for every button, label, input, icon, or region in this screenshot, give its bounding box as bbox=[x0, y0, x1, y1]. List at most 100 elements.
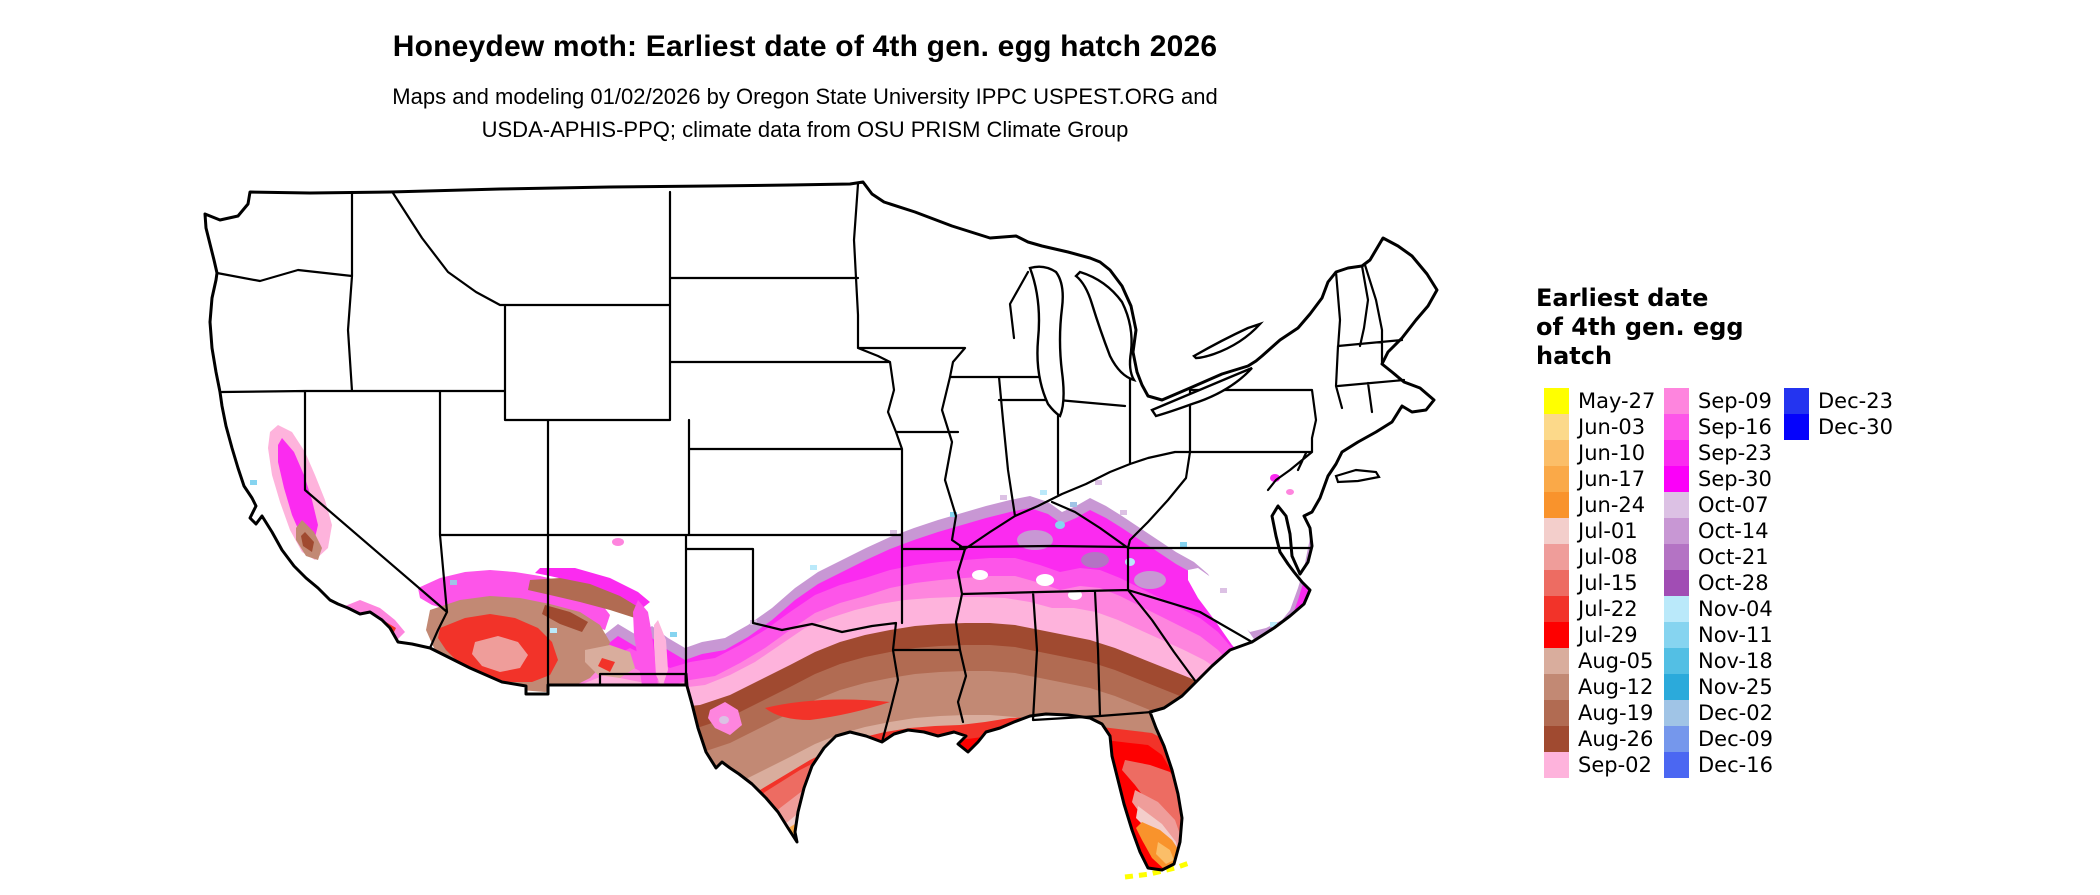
legend-label: Jul-15 bbox=[1578, 571, 1638, 595]
legend-swatch bbox=[1664, 752, 1689, 778]
legend-swatch bbox=[1664, 440, 1689, 466]
legend-label: Sep-23 bbox=[1698, 441, 1772, 465]
region-Sep-16 bbox=[633, 600, 658, 695]
lake-erie bbox=[1150, 366, 1253, 418]
legend-column: May-27 Jun-03 Jun-10 Jun-17 Jun-24 Jul-01 Jul-… bbox=[1544, 388, 1655, 778]
speckle-Oct-07 bbox=[1095, 480, 1102, 485]
legend-swatch bbox=[1664, 674, 1689, 700]
legend-item-Oct-28: Oct-28 bbox=[1664, 570, 1773, 596]
legend-swatch bbox=[1664, 518, 1689, 544]
legend-label: Oct-28 bbox=[1698, 571, 1769, 595]
subtitle-line-1: Maps and modeling 01/02/2026 by Oregon S… bbox=[392, 84, 1218, 109]
legend-title-line: hatch bbox=[1536, 342, 1613, 370]
us-map-svg bbox=[203, 180, 1439, 880]
legend-item-Aug-12: Aug-12 bbox=[1544, 674, 1655, 700]
legend-item-Aug-26: Aug-26 bbox=[1544, 726, 1655, 752]
legend-label: Dec-30 bbox=[1818, 415, 1893, 439]
speckle-Oct-07 bbox=[890, 530, 897, 535]
speckle-Nov-04 bbox=[1270, 622, 1277, 627]
legend-label: Aug-12 bbox=[1578, 675, 1654, 699]
legend-item-Dec-23: Dec-23 bbox=[1784, 388, 1893, 414]
legend-item-Sep-30: Sep-30 bbox=[1664, 466, 1773, 492]
legend-swatch bbox=[1664, 648, 1689, 674]
legend-item-Sep-09: Sep-09 bbox=[1664, 388, 1773, 414]
legend-swatch bbox=[1544, 440, 1569, 466]
legend-label: May-27 bbox=[1578, 389, 1656, 413]
legend-item-Jul-29: Jul-29 bbox=[1544, 622, 1655, 648]
legend-item-Nov-25: Nov-25 bbox=[1664, 674, 1773, 700]
region-Sep-09 bbox=[612, 538, 624, 546]
legend-item-Aug-19: Aug-19 bbox=[1544, 700, 1655, 726]
legend-swatch bbox=[1664, 622, 1689, 648]
legend-item-Dec-16: Dec-16 bbox=[1664, 752, 1773, 778]
legend-item-Jul-22: Jul-22 bbox=[1544, 596, 1655, 622]
legend-swatch bbox=[1664, 466, 1689, 492]
legend-item-May-27: May-27 bbox=[1544, 388, 1655, 414]
legend-swatch bbox=[1544, 492, 1569, 518]
region-Aug-26 bbox=[445, 672, 470, 688]
region-Oct-14 bbox=[1134, 571, 1166, 589]
legend-item-Sep-16: Sep-16 bbox=[1664, 414, 1773, 440]
legend-swatch bbox=[1784, 414, 1809, 440]
legend-swatch bbox=[1664, 414, 1689, 440]
legend-title-line: Earliest date bbox=[1536, 284, 1709, 312]
region-Aug-26 bbox=[542, 605, 588, 632]
legend-swatch bbox=[1544, 622, 1569, 648]
legend-swatch bbox=[1544, 414, 1569, 440]
speckle-Dec-02 bbox=[450, 580, 457, 585]
us-choropleth-map bbox=[190, 180, 1535, 890]
legend-item-Jul-15: Jul-15 bbox=[1544, 570, 1655, 596]
legend-label: Oct-21 bbox=[1698, 545, 1769, 569]
legend-swatch bbox=[1544, 570, 1569, 596]
legend-swatch bbox=[1544, 466, 1569, 492]
legend-label: Oct-14 bbox=[1698, 519, 1769, 543]
legend-item-Dec-09: Dec-09 bbox=[1664, 726, 1773, 752]
legend-swatch bbox=[1664, 570, 1689, 596]
lake-ontario bbox=[1192, 321, 1264, 360]
region-Aug-19 bbox=[362, 616, 376, 630]
great-lakes bbox=[1028, 265, 1264, 418]
legend-swatch bbox=[1664, 726, 1689, 752]
legend-swatch bbox=[1544, 700, 1569, 726]
speckle-Nov-04 bbox=[550, 628, 557, 633]
region-Oct-07 bbox=[719, 716, 729, 724]
legend-item-Oct-07: Oct-07 bbox=[1664, 492, 1773, 518]
long-island bbox=[1334, 468, 1381, 484]
legend-swatch bbox=[1664, 544, 1689, 570]
region-Sep-23 bbox=[278, 438, 318, 542]
legend-item-Oct-14: Oct-14 bbox=[1664, 518, 1773, 544]
legend-item-Sep-23: Sep-23 bbox=[1664, 440, 1773, 466]
legend-label: Nov-25 bbox=[1698, 675, 1773, 699]
legend-label: Dec-16 bbox=[1698, 753, 1773, 777]
legend-label: Nov-11 bbox=[1698, 623, 1773, 647]
legend-label: Jul-08 bbox=[1578, 545, 1638, 569]
legend-swatch bbox=[1664, 700, 1689, 726]
legend-label: Jul-29 bbox=[1578, 623, 1638, 647]
page-title: Honeydew moth: Earliest date of 4th gen.… bbox=[392, 30, 1218, 63]
region-Jun-10 bbox=[1156, 842, 1174, 864]
legend-column: Dec-23 Dec-30 bbox=[1784, 388, 1893, 440]
legend-label: Jun-03 bbox=[1578, 415, 1646, 439]
legend-swatch bbox=[1784, 388, 1809, 414]
speckle-Nov-04 bbox=[810, 565, 817, 570]
subtitle-line-2: USDA-APHIS-PPQ; climate data from OSU PR… bbox=[481, 117, 1129, 142]
legend-item-Jun-10: Jun-10 bbox=[1544, 440, 1655, 466]
lake-huron bbox=[1074, 270, 1137, 382]
lake-michigan bbox=[1028, 265, 1065, 418]
legend-label: Sep-30 bbox=[1698, 467, 1772, 491]
region-Aug-19 bbox=[528, 578, 640, 618]
legend-label: Sep-16 bbox=[1698, 415, 1772, 439]
late-date-speckles bbox=[250, 480, 1277, 637]
region-Aug-26 bbox=[301, 532, 314, 552]
speckle-Nov-11 bbox=[250, 480, 257, 485]
legend-label: Jun-24 bbox=[1578, 493, 1646, 517]
legend-swatch bbox=[1544, 726, 1569, 752]
state-borders bbox=[215, 182, 1406, 744]
legend-label: Jul-22 bbox=[1578, 597, 1638, 621]
legend-label: Sep-09 bbox=[1698, 389, 1772, 413]
speckle-Oct-07 bbox=[1220, 588, 1227, 593]
legend-item-Jul-08: Jul-08 bbox=[1544, 544, 1655, 570]
legend-item-Jul-01: Jul-01 bbox=[1544, 518, 1655, 544]
band-Jul-29 bbox=[736, 732, 1437, 870]
